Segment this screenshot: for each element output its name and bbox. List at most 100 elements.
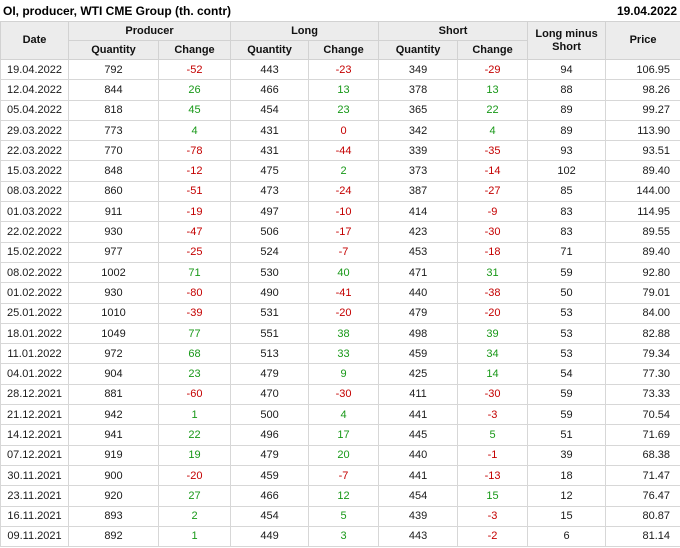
- cell-long-minus-short: 102: [527, 160, 607, 182]
- cell-producer-quantity: 860: [68, 180, 159, 203]
- cell-long-minus-short: 83: [527, 221, 607, 243]
- header-price: Price: [605, 21, 680, 60]
- cell-price: 73.33: [605, 383, 680, 406]
- header-group-long: Long: [230, 21, 380, 41]
- cell-short-change: 39: [457, 322, 529, 345]
- cell-long-change: -20: [308, 302, 380, 324]
- cell-price: 81.14: [605, 525, 680, 548]
- cell-short-quantity: 440: [378, 444, 459, 466]
- cell-producer-quantity: 972: [68, 343, 159, 365]
- cell-long-quantity: 431: [230, 140, 310, 162]
- cell-date: 05.04.2022: [0, 99, 69, 121]
- cell-short-change: -13: [457, 464, 529, 487]
- cell-long-minus-short: 12: [527, 485, 607, 507]
- table-row: 01.03.2022 911 -19 497 -10 414 -9 83 114.95: [0, 201, 680, 223]
- cell-date: 16.11.2021: [0, 505, 69, 527]
- cell-short-quantity: 387: [378, 180, 459, 203]
- header-date: Date: [0, 21, 69, 60]
- cell-producer-change: 1: [157, 404, 232, 426]
- cell-price: 76.47: [605, 485, 680, 507]
- cell-producer-quantity: 942: [68, 404, 159, 426]
- cell-producer-quantity: 881: [68, 383, 159, 406]
- table-row: 23.11.2021 920 27 466 12 454 15 12 76.47: [0, 485, 680, 507]
- cell-producer-quantity: 941: [68, 424, 159, 446]
- cell-long-minus-short: 59: [527, 404, 607, 426]
- cell-long-quantity: 470: [230, 383, 310, 406]
- cell-long-change: 33: [308, 343, 380, 365]
- cell-long-minus-short: 39: [527, 444, 607, 466]
- table-row: 19.04.2022 792 -52 443 -23 349 -29 94 106.95: [0, 58, 680, 81]
- cell-producer-quantity: 1010: [68, 302, 159, 324]
- cell-long-change: -23: [308, 58, 380, 81]
- cell-long-change: 12: [308, 485, 380, 507]
- cell-long-change: -7: [308, 241, 380, 263]
- cell-producer-change: -51: [157, 180, 232, 203]
- cell-date: 30.11.2021: [0, 464, 69, 487]
- cell-long-quantity: 459: [230, 464, 310, 487]
- cell-short-quantity: 439: [378, 505, 459, 527]
- cell-long-minus-short: 88: [527, 79, 607, 101]
- cell-price: 84.00: [605, 302, 680, 324]
- cell-short-change: -9: [457, 201, 529, 223]
- cell-long-minus-short: 53: [527, 322, 607, 345]
- cell-date: 07.12.2021: [0, 444, 69, 466]
- cell-short-change: -20: [457, 302, 529, 324]
- cell-long-quantity: 500: [230, 404, 310, 426]
- cell-long-change: 9: [308, 363, 380, 385]
- cell-short-change: -2: [457, 525, 529, 548]
- cell-price: 79.01: [605, 282, 680, 304]
- table-row: 11.01.2022 972 68 513 33 459 34 53 79.34: [0, 343, 680, 365]
- cell-long-minus-short: 59: [527, 261, 607, 284]
- cell-date: 18.01.2022: [0, 322, 69, 345]
- table-row: 05.04.2022 818 45 454 23 365 22 89 99.27: [0, 99, 680, 121]
- cell-short-change: 22: [457, 99, 529, 121]
- cell-short-change: -27: [457, 180, 529, 203]
- cell-short-quantity: 471: [378, 261, 459, 284]
- cell-date: 01.02.2022: [0, 282, 69, 304]
- report-date: 19.04.2022: [616, 3, 677, 18]
- cell-producer-quantity: 844: [68, 79, 159, 101]
- cell-producer-quantity: 919: [68, 444, 159, 466]
- cell-producer-change: 45: [157, 99, 232, 121]
- table-row: 16.11.2021 893 2 454 5 439 -3 15 80.87: [0, 505, 680, 527]
- cell-short-quantity: 411: [378, 383, 459, 406]
- cell-short-change: 5: [457, 424, 529, 446]
- cell-short-quantity: 453: [378, 241, 459, 263]
- table-row: 01.02.2022 930 -80 490 -41 440 -38 50 79.01: [0, 282, 680, 304]
- cell-long-quantity: 513: [230, 343, 310, 365]
- cell-long-minus-short: 53: [527, 343, 607, 365]
- cell-producer-quantity: 818: [68, 99, 159, 121]
- cell-producer-change: 22: [157, 424, 232, 446]
- cell-long-minus-short: 51: [527, 424, 607, 446]
- cell-producer-quantity: 1049: [68, 322, 159, 345]
- cell-producer-quantity: 792: [68, 58, 159, 81]
- cell-long-change: -24: [308, 180, 380, 203]
- cell-long-quantity: 466: [230, 79, 310, 101]
- cell-producer-quantity: 920: [68, 485, 159, 507]
- cell-long-minus-short: 94: [527, 58, 607, 81]
- cell-price: 144.00: [605, 180, 680, 203]
- cell-producer-quantity: 930: [68, 282, 159, 304]
- table-row: 09.11.2021 892 1 449 3 443 -2 6 81.14: [0, 525, 680, 548]
- cell-date: 01.03.2022: [0, 201, 69, 223]
- cell-producer-change: -60: [157, 383, 232, 406]
- cell-long-change: 4: [308, 404, 380, 426]
- cell-short-change: -14: [457, 160, 529, 182]
- table-row: 30.11.2021 900 -20 459 -7 441 -13 18 71.47: [0, 464, 680, 487]
- cell-short-change: -3: [457, 505, 529, 527]
- cell-long-minus-short: 85: [527, 180, 607, 203]
- cell-short-quantity: 441: [378, 404, 459, 426]
- table-row: 22.03.2022 770 -78 431 -44 339 -35 93 93.51: [0, 140, 680, 162]
- cell-producer-change: -12: [157, 160, 232, 182]
- cell-short-change: 13: [457, 79, 529, 101]
- cell-producer-change: -78: [157, 140, 232, 162]
- cell-long-quantity: 475: [230, 160, 310, 182]
- cell-price: 89.40: [605, 241, 680, 263]
- cell-price: 89.55: [605, 221, 680, 243]
- cell-long-change: 38: [308, 322, 380, 345]
- cell-price: 114.95: [605, 201, 680, 223]
- cell-short-quantity: 349: [378, 58, 459, 81]
- cell-short-change: -30: [457, 383, 529, 406]
- cell-date: 08.02.2022: [0, 261, 69, 284]
- cell-producer-quantity: 773: [68, 119, 159, 142]
